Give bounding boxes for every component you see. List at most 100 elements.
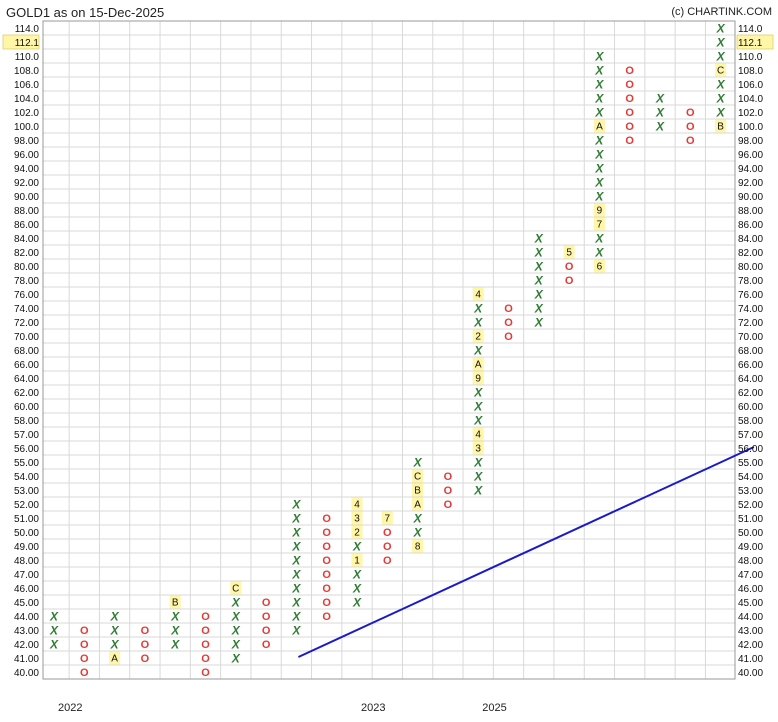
x-mark: X bbox=[655, 106, 665, 120]
o-mark: O bbox=[322, 541, 331, 553]
y-tick-label-right: 57.00 bbox=[738, 430, 763, 441]
x-mark: X bbox=[594, 162, 604, 176]
y-tick-label-right: 82.00 bbox=[738, 248, 763, 259]
y-tick-label-right: 62.00 bbox=[738, 388, 763, 399]
y-tick-label-left: 62.00 bbox=[14, 388, 39, 399]
y-tick-label-right: 56.00 bbox=[738, 444, 763, 455]
copyright-label: (c) CHARTINK.COM bbox=[671, 6, 772, 18]
y-tick-label-left: 48.00 bbox=[14, 556, 39, 567]
y-tick-label-left: 49.00 bbox=[14, 542, 39, 553]
y-tick-label-left: 45.00 bbox=[14, 598, 39, 609]
x-mark: X bbox=[413, 512, 423, 526]
month-mark: 2 bbox=[354, 528, 360, 539]
month-mark-bg bbox=[472, 357, 484, 371]
month-mark-bg bbox=[593, 119, 605, 133]
x-mark: X bbox=[716, 78, 726, 92]
chart-title: GOLD1 as on 15-Dec-2025 bbox=[6, 5, 164, 20]
y-tick-label-left: 102.0 bbox=[14, 108, 39, 119]
month-mark: 7 bbox=[385, 514, 391, 525]
y-tick-label-left: 55.00 bbox=[14, 458, 39, 469]
y-tick-label-left: 106.0 bbox=[14, 80, 39, 91]
y-tick-label-right: 45.00 bbox=[738, 598, 763, 609]
y-tick-label-left: 82.00 bbox=[14, 248, 39, 259]
x-mark: X bbox=[716, 36, 726, 50]
y-tick-label-right: 40.00 bbox=[738, 668, 763, 679]
y-tick-label-left: 72.00 bbox=[14, 318, 39, 329]
y-tick-label-left: 53.00 bbox=[14, 486, 39, 497]
month-mark: 8 bbox=[415, 542, 421, 553]
x-mark: X bbox=[352, 568, 362, 582]
x-mark: X bbox=[291, 512, 301, 526]
y-tick-label-right: 74.00 bbox=[738, 304, 763, 315]
y-tick-label-right: 51.00 bbox=[738, 514, 763, 525]
month-mark-bg bbox=[412, 539, 424, 553]
o-mark: O bbox=[686, 135, 695, 147]
y-tick-label-right: 114.0 bbox=[738, 24, 763, 35]
o-mark: O bbox=[625, 107, 634, 119]
x-mark: X bbox=[231, 596, 241, 610]
o-mark: O bbox=[322, 527, 331, 539]
x-mark: X bbox=[49, 610, 59, 624]
month-mark: 7 bbox=[597, 220, 603, 231]
o-mark: O bbox=[201, 653, 210, 665]
y-tick-label-left: 60.00 bbox=[14, 402, 39, 413]
x-tick-label: 2023 bbox=[361, 702, 385, 714]
month-mark-bg bbox=[351, 553, 363, 567]
x-mark: X bbox=[594, 134, 604, 148]
x-mark: X bbox=[291, 596, 301, 610]
y-tick-label-right: 108.0 bbox=[738, 66, 763, 77]
y-tick-label-left: 110.0 bbox=[15, 52, 40, 63]
month-mark-bg bbox=[715, 63, 727, 77]
month-mark: A bbox=[414, 500, 421, 511]
month-mark: 9 bbox=[475, 374, 481, 385]
y-tick-label-left: 51.00 bbox=[14, 514, 39, 525]
month-mark-bg bbox=[593, 203, 605, 217]
x-mark: X bbox=[473, 470, 483, 484]
month-mark-bg bbox=[381, 511, 393, 525]
y-tick-label-right: 47.00 bbox=[738, 570, 763, 581]
y-tick-label-right: 112.1 bbox=[738, 38, 763, 49]
o-mark: O bbox=[262, 625, 271, 637]
month-mark-bg bbox=[412, 469, 424, 483]
o-mark: O bbox=[625, 65, 634, 77]
y-tick-label-left: 100.0 bbox=[14, 122, 39, 133]
y-tick-label-right: 49.00 bbox=[738, 542, 763, 553]
month-mark: 4 bbox=[354, 500, 360, 511]
y-tick-label-left: 56.00 bbox=[14, 444, 39, 455]
y-tick-label-right: 42.00 bbox=[738, 640, 763, 651]
y-tick-label-right: 98.00 bbox=[738, 136, 763, 147]
x-mark: X bbox=[534, 302, 544, 316]
x-tick-label: 2025 bbox=[482, 702, 506, 714]
y-tick-label-left: 78.00 bbox=[14, 276, 39, 287]
x-mark: X bbox=[594, 50, 604, 64]
y-tick-label-left: 104.0 bbox=[14, 94, 39, 105]
x-mark: X bbox=[594, 106, 604, 120]
month-mark-bg bbox=[351, 497, 363, 511]
y-tick-label-left: 47.00 bbox=[14, 570, 39, 581]
trendline bbox=[297, 446, 755, 658]
x-mark: X bbox=[170, 638, 180, 652]
month-mark-bg bbox=[472, 441, 484, 455]
x-mark: X bbox=[231, 624, 241, 638]
month-mark: C bbox=[717, 66, 724, 77]
month-mark-bg bbox=[593, 217, 605, 231]
y-tick-label-left: 90.00 bbox=[14, 192, 39, 203]
month-mark-bg bbox=[472, 427, 484, 441]
o-mark: O bbox=[383, 527, 392, 539]
y-tick-label-left: 70.00 bbox=[14, 332, 39, 343]
y-tick-label-left: 74.00 bbox=[14, 304, 39, 315]
x-mark: X bbox=[473, 344, 483, 358]
o-mark: O bbox=[322, 611, 331, 623]
o-mark: O bbox=[444, 499, 453, 511]
y-tick-label-right: 52.00 bbox=[738, 500, 763, 511]
o-mark: O bbox=[141, 653, 150, 665]
month-mark-bg bbox=[351, 525, 363, 539]
x-mark: X bbox=[655, 92, 665, 106]
y-tick-label-right: 54.00 bbox=[738, 472, 763, 483]
x-mark: X bbox=[534, 246, 544, 260]
month-mark: A bbox=[596, 122, 603, 133]
y-tick-label-right: 80.00 bbox=[738, 262, 763, 273]
month-mark: 9 bbox=[597, 206, 603, 217]
y-tick-label-right: 78.00 bbox=[738, 276, 763, 287]
y-tick-label-right: 90.00 bbox=[738, 192, 763, 203]
